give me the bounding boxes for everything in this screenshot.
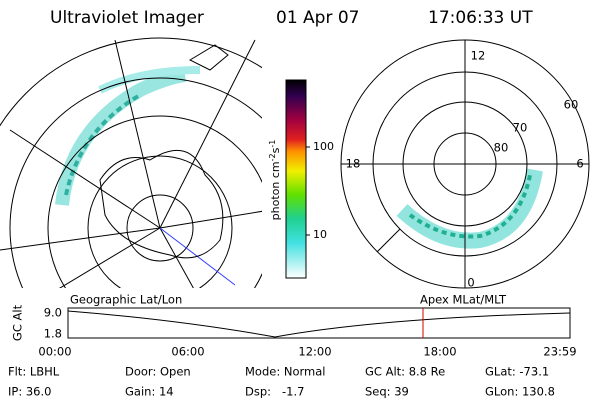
mlt-label: 18 — [346, 157, 361, 171]
lat-label: 70 — [513, 121, 528, 135]
geo-map — [0, 37, 262, 288]
title: Ultraviolet Imager — [50, 8, 204, 28]
colorbar-tick: 10 — [313, 228, 327, 241]
alt-tick: 1.8 — [44, 327, 62, 341]
panel-label: Geographic Lat/Lon — [70, 293, 182, 307]
panel-label: Apex MLat/MLT — [420, 293, 507, 307]
time-label: 06:00 — [171, 345, 204, 359]
status-field: IP: 36.0 — [8, 385, 51, 399]
polar-plot — [340, 39, 590, 289]
time-label: 00:00 — [38, 345, 71, 359]
mlt-label: 0 — [467, 276, 474, 290]
lat-label: 80 — [494, 141, 509, 155]
colorbar-unit: photon cm-2s-1 — [268, 140, 283, 221]
status-field: Door: Open — [125, 365, 191, 379]
alt-strip — [67, 307, 571, 339]
status-field: Dsp: -1.7 — [245, 385, 304, 399]
alt-axis-label: GC Alt — [11, 304, 25, 341]
status-field: Seq: 39 — [365, 385, 409, 399]
status-field: GLon: 130.8 — [485, 385, 555, 399]
lat-label: 60 — [564, 98, 579, 112]
time-label: 18:00 — [423, 345, 456, 359]
colorbar-tick: 100 — [313, 140, 334, 153]
mlt-label: 6 — [576, 157, 583, 171]
time-label: 12:00 — [298, 345, 331, 359]
status-field: Mode: Normal — [245, 365, 325, 379]
status-field: GC Alt: 8.8 Re — [365, 365, 445, 379]
status-field: Gain: 14 — [125, 385, 174, 399]
mlt-label: 12 — [471, 49, 486, 63]
alt-tick: 9.0 — [44, 306, 62, 320]
date: 01 Apr 07 — [276, 8, 359, 28]
alt-curve — [67, 310, 571, 338]
colorbar — [285, 79, 307, 279]
time-label: 23:59 — [543, 345, 576, 359]
status-field: Flt: LBHL — [8, 365, 60, 379]
status-field: GLat: -73.1 — [485, 365, 549, 379]
time: 17:06:33 UT — [428, 8, 533, 28]
